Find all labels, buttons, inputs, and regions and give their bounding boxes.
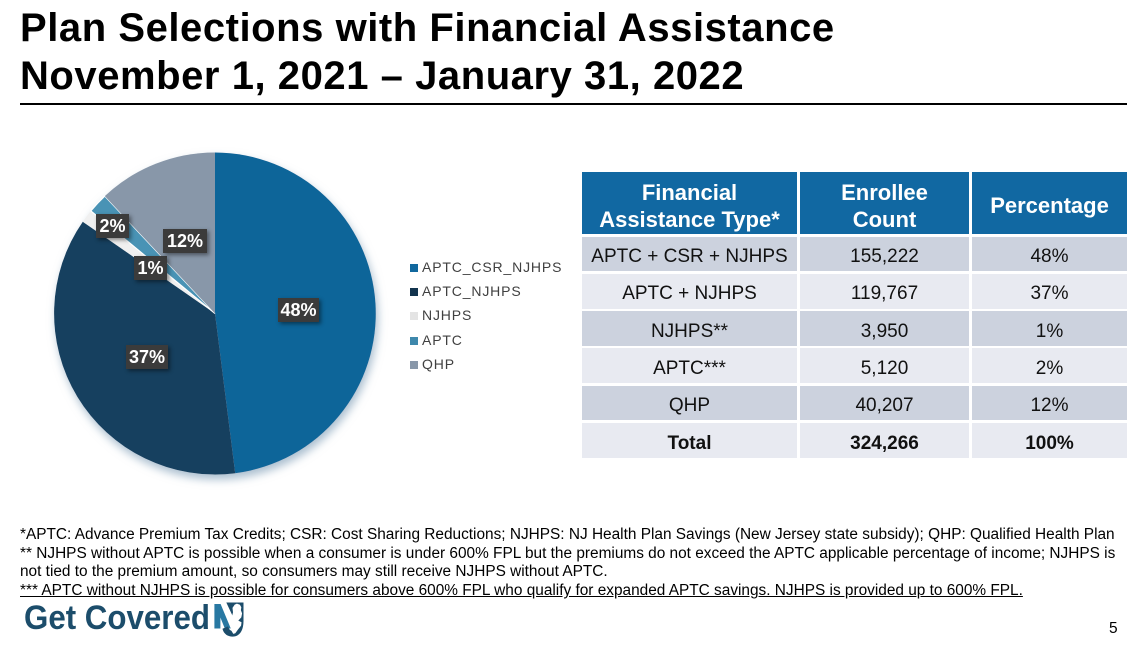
svg-text:Get Covered: Get Covered (24, 598, 210, 637)
